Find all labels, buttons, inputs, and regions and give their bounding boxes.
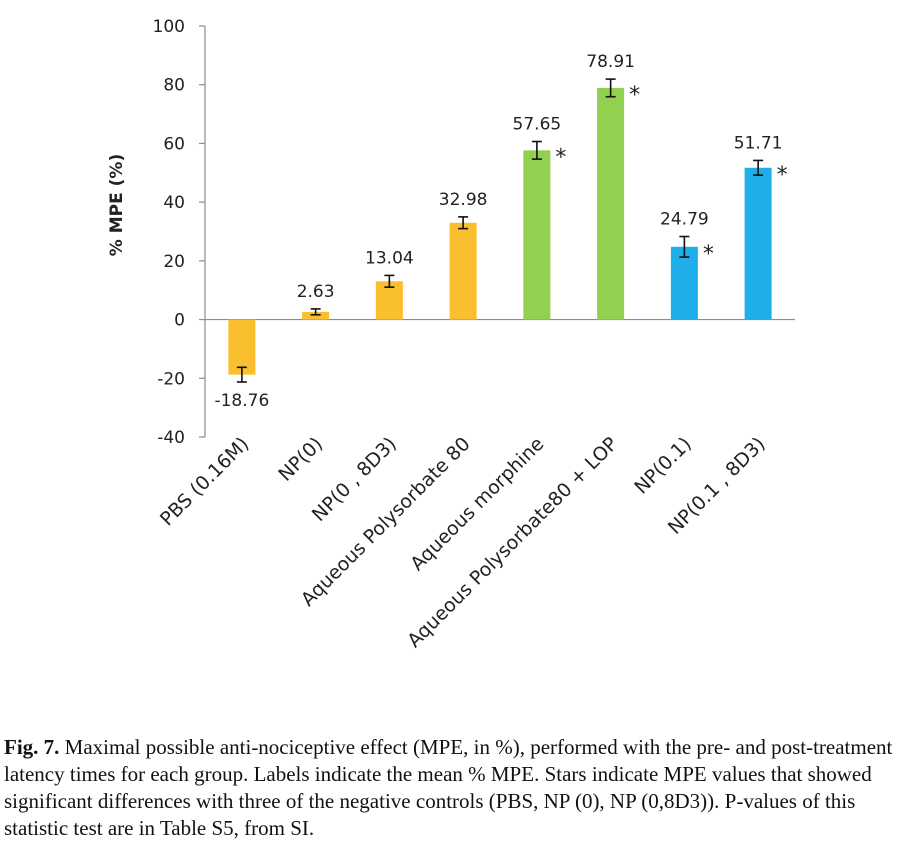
bar [228,319,256,375]
y-tick-label: 100 [153,17,185,37]
y-tick-label: 40 [163,193,185,213]
bar [523,150,551,320]
caption-text: Maximal possible anti-nociceptive effect… [4,735,893,840]
data-label: -18.76 [214,391,269,411]
figure-caption: Fig. 7. Maximal possible anti-nociceptiv… [4,734,896,842]
data-label: 57.65 [513,115,562,135]
bar [302,311,330,320]
significance-star: * [777,163,788,188]
x-tick-label: NP(0) [274,433,327,486]
caption-label: Fig. 7. [4,735,60,759]
y-ticks: -40 -20 0 20 40 60 80 100 [153,17,205,448]
y-tick-label: 80 [163,76,185,96]
data-label: 24.79 [660,210,709,230]
axes [204,26,795,437]
significance-star: * [629,83,640,108]
data-label: 78.91 [586,52,635,72]
y-tick-label: -40 [157,428,185,448]
significance-star: * [703,242,714,267]
bar-chart: % MPE (%) -40 -20 0 20 40 60 80 100 -18.76 2.63 1… [107,17,795,652]
data-label: 51.71 [734,133,783,153]
bar [449,222,477,320]
x-tick-labels: PBS (0.16M) NP(0)NP(0 , 8D3)Aqueous Polys… [156,433,770,652]
y-tick-label: 20 [163,252,185,272]
y-tick-label: 60 [163,134,185,154]
data-label: 32.98 [439,190,488,210]
data-label: 2.63 [297,282,335,302]
bars: -18.76 2.63 13.04 32.98 57.65 * 78.91 * 24.79 * 51… [214,52,787,411]
significance-star: * [555,145,566,170]
y-tick-label: 0 [174,311,185,331]
y-axis-label: % MPE (%) [107,154,127,256]
x-tick-label: NP(0.1) [630,433,696,499]
bar [597,87,625,320]
bar [744,167,772,320]
data-label: 13.04 [365,248,414,268]
x-tick-label: Aqueous morphine [406,433,548,575]
y-tick-label: -20 [157,369,185,389]
bar [670,246,698,320]
